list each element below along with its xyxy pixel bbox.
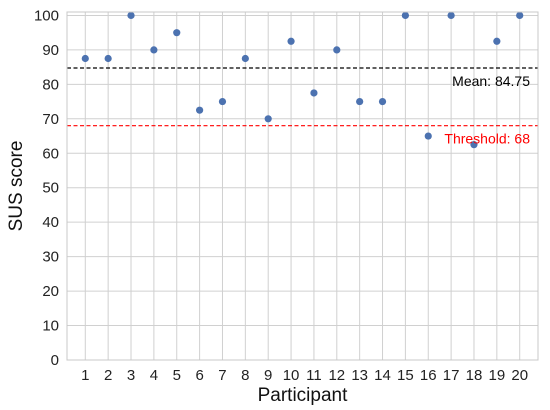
reference-line-label: Mean: 84.75 xyxy=(452,73,530,89)
data-point xyxy=(447,11,455,20)
y-tick-label: 40 xyxy=(42,214,59,231)
y-tick-label: 30 xyxy=(42,249,59,266)
y-tick-label: 50 xyxy=(42,180,59,197)
data-point xyxy=(196,106,204,114)
data-point xyxy=(218,97,227,106)
plot-frame xyxy=(66,11,539,361)
reference-line-labels: Mean: 84.75 Threshold: 68 xyxy=(444,73,530,147)
x-tick-label: 4 xyxy=(150,367,158,384)
data-point xyxy=(516,11,524,20)
grid-lines xyxy=(67,12,538,361)
y-tick-label: 20 xyxy=(42,283,59,300)
x-tick-label: 17 xyxy=(443,367,460,384)
x-tick-label: 12 xyxy=(328,367,345,384)
data-point xyxy=(310,89,318,97)
data-point xyxy=(378,97,387,106)
x-tick-label: 10 xyxy=(283,367,300,384)
data-point xyxy=(81,54,89,63)
x-tick-labels: 1 2 3 4 5 6 7 8 9 10 11 12 13 14 15 16 17 18 19 20 xyxy=(81,367,528,384)
x-tick-label: 2 xyxy=(104,367,112,384)
data-point xyxy=(104,54,112,63)
y-tick-label: 100 xyxy=(34,7,59,24)
x-tick-label: 8 xyxy=(241,367,249,384)
data-point xyxy=(401,11,409,20)
data-point xyxy=(333,46,341,54)
x-tick-label: 19 xyxy=(489,367,506,384)
data-points xyxy=(81,11,524,149)
data-point xyxy=(493,37,501,45)
data-point xyxy=(287,37,295,45)
data-point xyxy=(241,54,249,63)
y-tick-label: 0 xyxy=(51,352,59,369)
data-point xyxy=(424,132,432,140)
x-tick-label: 5 xyxy=(173,367,181,384)
y-tick-label: 10 xyxy=(42,318,59,335)
y-tick-label: 70 xyxy=(42,111,59,128)
x-tick-label: 13 xyxy=(351,367,368,384)
data-point xyxy=(356,97,364,106)
x-tick-label: 11 xyxy=(306,367,322,384)
x-tick-label: 9 xyxy=(264,367,272,384)
data-point xyxy=(127,11,135,20)
y-tick-label: 80 xyxy=(42,76,59,93)
x-tick-label: 14 xyxy=(374,367,391,384)
data-point xyxy=(173,29,181,37)
x-tick-label: 15 xyxy=(397,367,414,384)
reference-lines xyxy=(67,67,538,127)
x-tick-label: 3 xyxy=(127,367,135,384)
y-axis-title: SUS score xyxy=(6,141,27,232)
data-point xyxy=(150,46,158,54)
y-tick-labels: 0 10 20 30 40 50 60 70 80 90 100 xyxy=(34,7,59,369)
data-point xyxy=(264,115,272,123)
y-tick-label: 90 xyxy=(42,42,59,59)
x-tick-label: 1 xyxy=(81,367,89,384)
x-axis-title: Participant xyxy=(258,385,348,406)
x-tick-label: 20 xyxy=(511,367,528,384)
x-tick-label: 6 xyxy=(195,367,203,384)
x-tick-label: 7 xyxy=(218,367,226,384)
x-tick-label: 18 xyxy=(466,367,483,384)
x-tick-label: 16 xyxy=(420,367,437,384)
data-point xyxy=(470,141,478,149)
y-tick-label: 60 xyxy=(42,145,59,162)
reference-line-label: Threshold: 68 xyxy=(444,131,530,147)
